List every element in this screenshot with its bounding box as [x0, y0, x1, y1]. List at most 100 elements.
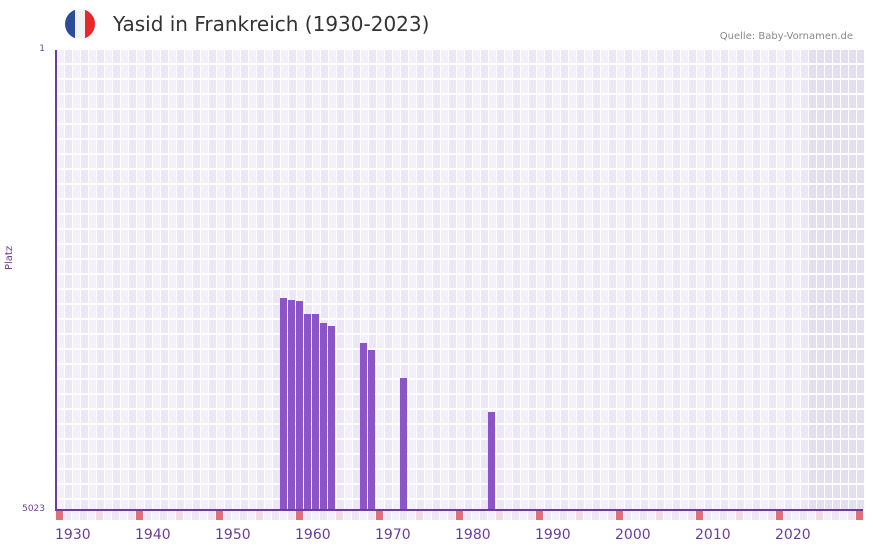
year-marker [720, 511, 727, 520]
year-marker [200, 511, 207, 520]
grid-column [177, 50, 185, 510]
year-marker [832, 511, 839, 520]
grid-column [513, 50, 521, 510]
grid-column [777, 50, 785, 510]
year-marker [224, 511, 231, 520]
grid-column [825, 50, 833, 510]
bar-1984[interactable] [488, 411, 495, 510]
year-marker [360, 511, 367, 520]
grid-column [233, 50, 241, 510]
year-marker [520, 511, 527, 520]
grid-column [153, 50, 161, 510]
year-marker [440, 511, 447, 520]
year-marker [256, 511, 263, 520]
grid-column [97, 50, 105, 510]
y-axis-label: Platz [4, 245, 15, 270]
flag-red [85, 9, 95, 39]
year-marker [400, 511, 407, 520]
grid-column [657, 50, 665, 510]
year-marker [104, 511, 111, 520]
bar-1961[interactable] [304, 313, 311, 510]
year-marker [696, 511, 703, 520]
year-marker [296, 511, 303, 520]
x-tick-2010: 2010 [695, 527, 731, 543]
grid-column [697, 50, 705, 510]
year-marker [392, 511, 399, 520]
bar-1969[interactable] [368, 349, 375, 510]
year-marker [328, 511, 335, 520]
year-marker [80, 511, 87, 520]
grid-column [601, 50, 609, 510]
x-tick-2000: 2000 [615, 527, 651, 543]
bar-1968[interactable] [360, 343, 367, 510]
year-marker [760, 511, 767, 520]
grid-column [145, 50, 153, 510]
year-marker [192, 511, 199, 520]
year-marker [64, 511, 71, 520]
grid-column [585, 50, 593, 510]
year-marker [576, 511, 583, 520]
grid-column [753, 50, 761, 510]
year-marker [608, 511, 615, 520]
grid-column [209, 50, 217, 510]
year-marker [184, 511, 191, 520]
grid-column [321, 50, 329, 510]
year-marker [208, 511, 215, 520]
bar-1958[interactable] [280, 298, 287, 510]
bar-1959[interactable] [288, 299, 295, 510]
year-marker [376, 511, 383, 520]
grid-column [121, 50, 129, 510]
bar-1973[interactable] [400, 378, 407, 510]
flag-white [75, 9, 85, 39]
year-marker [776, 511, 783, 520]
year-marker [672, 511, 679, 520]
grid-column [425, 50, 433, 510]
year-marker [640, 511, 647, 520]
year-marker [784, 511, 791, 520]
grid-column [401, 50, 409, 510]
grid-column [489, 50, 497, 510]
y-tick-top: 1 [39, 44, 45, 54]
grid-column [313, 50, 321, 510]
grid-column [225, 50, 233, 510]
grid-column [265, 50, 273, 510]
year-marker [560, 511, 567, 520]
grid-column [569, 50, 577, 510]
grid-column [369, 50, 377, 510]
year-marker [800, 511, 807, 520]
grid-column [529, 50, 537, 510]
france-flag-icon [65, 9, 95, 39]
year-marker [816, 511, 823, 520]
year-marker [512, 511, 519, 520]
grid-column [305, 50, 313, 510]
bar-1963[interactable] [320, 322, 327, 510]
grid-column [785, 50, 793, 510]
year-marker [264, 511, 271, 520]
grid-column [545, 50, 553, 510]
grid-column [385, 50, 393, 510]
year-marker [288, 511, 295, 520]
bar-1962[interactable] [312, 313, 319, 510]
grid-column [705, 50, 713, 510]
year-marker [744, 511, 751, 520]
year-marker [248, 511, 255, 520]
year-marker [72, 511, 79, 520]
year-marker [544, 511, 551, 520]
year-marker [600, 511, 607, 520]
bar-1960[interactable] [296, 300, 303, 510]
grid-column [57, 50, 65, 510]
year-marker [176, 511, 183, 520]
x-tick-1970: 1970 [375, 527, 411, 543]
grid-column [721, 50, 729, 510]
year-marker [352, 511, 359, 520]
grid-column [345, 50, 353, 510]
grid-column [417, 50, 425, 510]
grid-column [129, 50, 137, 510]
grid-column [457, 50, 465, 510]
bar-1964[interactable] [328, 325, 335, 510]
year-marker [112, 511, 119, 520]
grid-column [641, 50, 649, 510]
grid-column [745, 50, 753, 510]
year-marker [704, 511, 711, 520]
grid-column [249, 50, 257, 510]
